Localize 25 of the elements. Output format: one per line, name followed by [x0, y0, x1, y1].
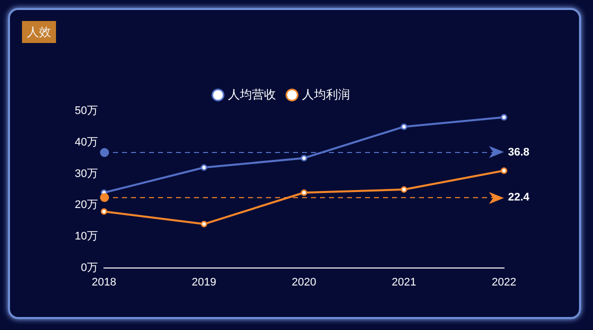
point — [300, 189, 308, 196]
y-tick-label: 40万 — [74, 136, 98, 148]
point — [400, 123, 408, 130]
point — [200, 164, 208, 171]
ref-line-label: 36.8 — [508, 146, 530, 158]
point — [100, 208, 108, 215]
x-tick-label: 2019 — [192, 276, 216, 289]
y-tick-label: 20万 — [74, 199, 98, 212]
legend-label: 人均利润 — [302, 87, 350, 102]
point — [500, 167, 508, 174]
x-tick-label: 2021 — [392, 276, 416, 289]
x-tick-label: 2018 — [92, 276, 116, 289]
ref-line-label: 22.4 — [508, 192, 530, 204]
y-tick-label: 30万 — [74, 168, 98, 180]
point — [500, 114, 508, 121]
point — [400, 186, 408, 193]
y-tick-label: 10万 — [74, 230, 98, 243]
y-tick-label: 50万 — [74, 105, 98, 118]
y-tick-label: 0万 — [80, 262, 98, 274]
legend-label: 人均营收 — [228, 87, 276, 102]
x-tick-label: 2020 — [292, 276, 316, 289]
point — [300, 154, 308, 162]
x-tick-label: 2022 — [492, 276, 516, 289]
point — [200, 220, 208, 228]
chart-title: 人效 — [27, 24, 51, 39]
